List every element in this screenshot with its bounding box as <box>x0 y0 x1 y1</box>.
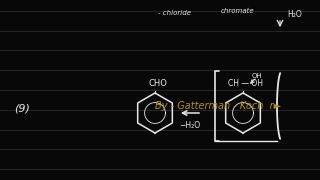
Text: - chloride: - chloride <box>158 10 191 16</box>
Text: chromate: chromate <box>220 8 254 14</box>
Text: −H₂O: −H₂O <box>180 121 201 130</box>
Text: CH — OH: CH — OH <box>228 79 263 88</box>
Text: By - Gatterman - Koch  r►: By - Gatterman - Koch r► <box>155 101 281 111</box>
Text: CHO: CHO <box>148 79 167 88</box>
Text: OH: OH <box>252 73 262 79</box>
Text: (9): (9) <box>14 103 30 113</box>
Text: H₂O: H₂O <box>288 10 302 19</box>
